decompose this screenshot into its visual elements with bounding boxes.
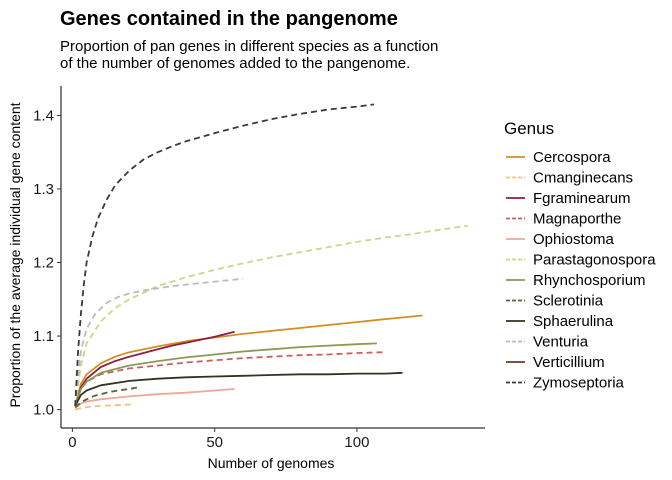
series-line-rhynchosporium (74, 342, 377, 407)
chart-title: Genes contained in the pangenome (60, 8, 398, 30)
legend-label-cercospora: Cercospora (533, 149, 611, 166)
plot-area: 0 50 100 1.0 1.1 1.2 1.3 1.4 (33, 86, 485, 451)
legend: Genus Cercospora Cmanginecans Fgraminearum… (504, 119, 656, 392)
y-tick-label: 1.1 (33, 328, 54, 345)
series-line-zymoseptoria (74, 103, 375, 406)
legend-title: Genus (504, 119, 554, 138)
legend-label-venturia: Venturia (533, 334, 589, 351)
legend-label-fgraminearum: Fgraminearum (533, 190, 631, 207)
series-line-cercospora (74, 314, 423, 407)
legend-label-sclerotinia: Sclerotinia (533, 293, 604, 310)
legend-items: Cercospora Cmanginecans Fgraminearum Magnap… (506, 149, 656, 392)
legend-label-parastagonospora: Parastagonospora (533, 252, 656, 269)
legend-label-magnaporthe: Magnaporthe (533, 211, 621, 228)
series-lines (74, 103, 469, 411)
series-line-venturia (74, 277, 244, 406)
series-line-ophiostoma (74, 388, 235, 409)
series-line-sphaerulina (74, 371, 403, 407)
chart-subtitle-line-2: of the number of genomes added to the pa… (60, 55, 410, 72)
y-tick-label: 1.4 (33, 107, 54, 124)
legend-label-verticillium: Verticillium (533, 354, 605, 371)
y-tick-label: 1.2 (33, 255, 54, 272)
x-tick-label: 100 (344, 434, 369, 451)
chart-subtitle-line-1: Proportion of pan genes in different spe… (60, 38, 438, 55)
x-axis-title: Number of genomes (208, 455, 335, 471)
legend-label-ophiostoma: Ophiostoma (533, 231, 615, 248)
legend-label-rhynchosporium: Rhynchosporium (533, 272, 646, 289)
y-axis-title: Proportion of the average individual gen… (7, 102, 23, 407)
x-tick-label: 50 (206, 434, 223, 451)
x-tick-label: 0 (68, 434, 76, 451)
y-tick-label: 1.0 (33, 402, 54, 419)
series-line-fgraminearum (74, 330, 235, 407)
series-line-parastagonospora (74, 224, 469, 407)
legend-label-zymoseptoria: Zymoseptoria (533, 375, 625, 392)
y-tick-label: 1.3 (33, 181, 54, 198)
series-line-cmanginecans (74, 403, 135, 411)
series-line-magnaporthe (74, 351, 386, 407)
y-axis-ticks: 1.0 1.1 1.2 1.3 1.4 (33, 107, 61, 419)
legend-label-sphaerulina: Sphaerulina (533, 313, 614, 330)
legend-label-cmanginecans: Cmanginecans (533, 170, 633, 187)
x-axis-ticks: 0 50 100 (68, 428, 369, 451)
